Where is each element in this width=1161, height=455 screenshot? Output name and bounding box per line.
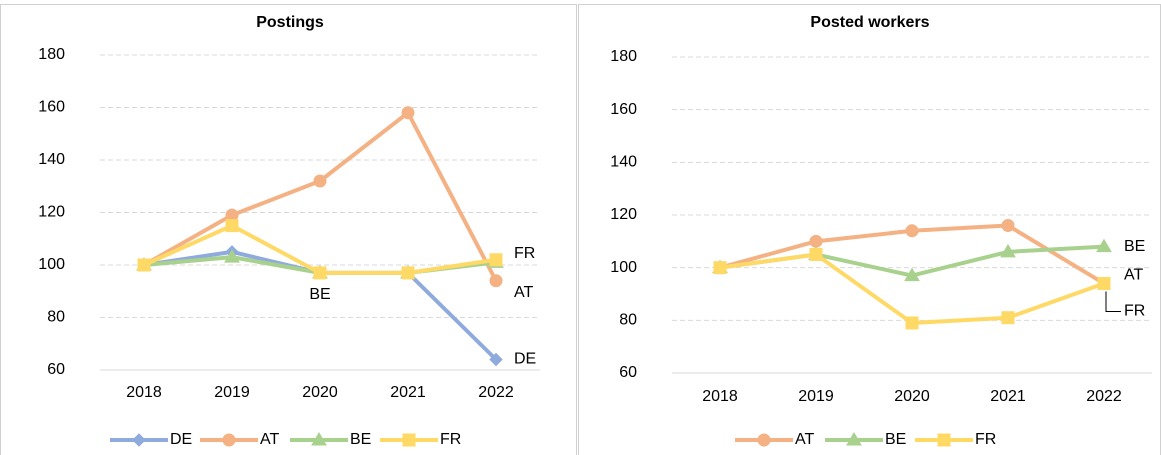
marker [313,174,327,188]
marker [137,258,151,272]
y-tick-label: 80 [47,309,65,326]
x-tick-label: 2020 [302,384,338,401]
series-label: DE [514,351,536,368]
chart-title: Postings [256,14,324,31]
y-tick-label: 160 [610,101,637,118]
marker [313,266,327,280]
series-label: AT [1124,267,1143,284]
chart-frame [578,4,1161,455]
legend-label: AT [795,431,814,448]
series-label: BE [309,286,330,303]
marker [1000,243,1016,258]
y-tick-label: 140 [610,154,637,171]
y-tick-label: 100 [38,256,65,273]
marker [489,253,503,267]
series [137,245,503,367]
chart-title: Posted workers [810,14,929,31]
y-tick-label: 180 [38,46,65,63]
x-tick-label: 2022 [478,384,514,401]
x-tick-label: 2018 [702,388,738,405]
series [137,219,503,280]
marker [224,249,240,263]
series-label: FR [514,245,535,262]
marker [809,234,823,248]
marker [1097,276,1111,290]
marker [1001,219,1015,233]
legend-label: FR [440,431,461,448]
legend-label: AT [260,431,279,448]
x-tick-label: 2021 [990,388,1026,405]
legend-marker [937,433,951,447]
y-tick-label: 140 [38,151,65,168]
x-tick-label: 2020 [894,388,930,405]
line [719,252,1105,325]
marker [1096,238,1112,253]
chart-frame [0,4,577,455]
y-tick-label: 60 [619,364,637,381]
marker [225,219,239,233]
marker [401,106,415,120]
legend-label: BE [885,431,906,448]
marker [905,316,919,330]
series-label: BE [1124,238,1145,255]
marker [489,274,503,288]
y-tick-label: 160 [38,99,65,116]
legend-marker [132,433,146,447]
legend-marker [311,432,327,446]
marker [905,224,919,238]
leader-line [1105,291,1121,312]
marker [809,248,823,261]
series [713,248,1111,330]
x-tick-label: 2021 [390,384,426,401]
legend-marker [846,432,862,446]
x-tick-label: 2018 [126,384,162,401]
x-tick-label: 2019 [214,384,250,401]
legend-label: FR [975,431,996,448]
marker [713,261,727,275]
marker [904,267,920,282]
legend-marker [222,433,236,447]
marker [401,266,415,280]
x-tick-label: 2019 [798,388,834,405]
y-tick-label: 120 [38,204,65,221]
legend-marker [757,433,771,447]
series-label: AT [514,284,533,301]
y-tick-label: 120 [610,206,637,223]
series-label: FR [1124,303,1145,320]
marker [1001,311,1015,325]
x-tick-label: 2022 [1086,388,1122,405]
marker [489,352,503,367]
y-tick-label: 80 [619,312,637,329]
y-tick-label: 100 [610,259,637,276]
legend-marker [402,433,416,447]
legend-label: DE [170,431,192,448]
y-tick-label: 180 [610,48,637,65]
y-tick-label: 60 [47,361,65,378]
legend-label: BE [350,431,371,448]
